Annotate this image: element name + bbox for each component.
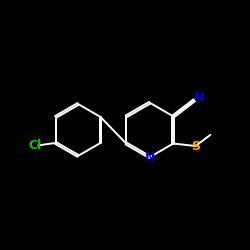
Text: Cl: Cl — [29, 139, 42, 152]
Text: N: N — [144, 151, 155, 164]
Text: S: S — [191, 140, 200, 152]
Text: N: N — [194, 91, 204, 104]
